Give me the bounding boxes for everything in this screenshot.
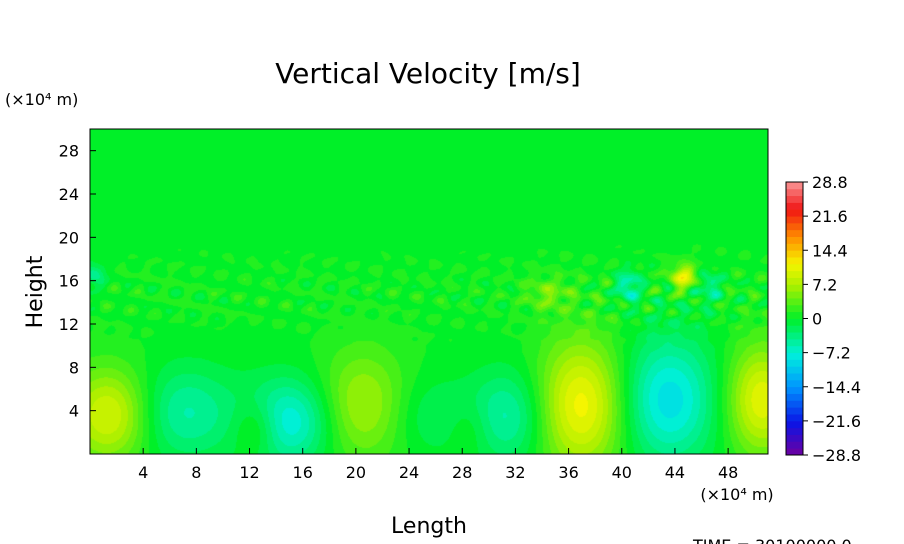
colorbar-segment [786,284,803,292]
colorbar-segment [786,338,803,347]
colorbar-segment [786,250,803,258]
y-axis: 4 8 12 16 20 24 28 [59,142,96,421]
plot-area [89,128,769,455]
y-unit-label: (×10⁴ m) [5,90,78,109]
colorbar-segment [786,434,803,442]
y-tick-label: 16 [59,272,79,291]
x-tick-label: 40 [612,463,632,482]
y-tick-label: 28 [59,142,79,161]
colorbar-segment [786,182,803,190]
colorbar-label: 0 [812,310,822,329]
colorbar-segment [786,386,803,394]
colorbar-segment [786,359,803,367]
colorbar-segment [786,393,803,401]
x-unit-label: (×10⁴ m) [700,485,773,504]
colorbar-label: −7.2 [812,344,851,363]
colorbar-segment [786,216,803,224]
colorbar-segment [786,332,803,340]
colorbar-label: 7.2 [812,275,837,294]
x-tick-label: 24 [399,463,419,482]
colorbar-segment [786,345,803,354]
colorbar-segment [786,407,803,415]
y-tick-label: 4 [69,402,79,421]
x-axis-label: Length [391,514,467,539]
plot-frame [89,128,769,455]
colorbar-segment [786,304,803,313]
y-tick-label: 20 [59,228,79,247]
colorbar-segment [786,202,803,210]
colorbar-segment [786,277,803,285]
colorbar-label: 14.4 [812,241,848,260]
x-tick-label: 48 [718,463,738,482]
colorbar-segment [786,222,803,231]
x-tick-label: 16 [293,463,313,482]
colorbar-label: 28.8 [812,173,848,192]
colorbar-segment [786,352,803,360]
colorbar-segment [786,325,803,333]
colorbar-segment [786,209,803,217]
x-tick-label: 36 [558,463,578,482]
colorbar-segment [786,400,803,408]
colorbar-segment [786,311,803,319]
colorbar-segment [786,229,803,237]
colorbar-segment [786,448,803,456]
time-annotation: TIME = 30100000.0 [692,536,852,544]
colorbar-segment [786,270,803,278]
x-tick-label: 32 [505,463,525,482]
colorbar-segment [786,373,803,381]
colorbar-segment [786,298,803,306]
colorbar-label: −21.6 [812,412,861,431]
colorbar-segment [786,236,803,244]
x-tick-label: 44 [665,463,685,482]
colorbar-label: −14.4 [812,378,861,397]
heatmap-field [90,129,768,454]
colorbar-segment [786,188,803,197]
x-tick-label: 4 [138,463,148,482]
colorbar-segment [786,318,803,326]
colorbar-segment [786,243,803,251]
x-tick-label: 12 [239,463,259,482]
chart-title: Vertical Velocity [m/s] [275,57,581,90]
x-axis: 4 8 12 16 20 24 28 32 36 40 44 48 [138,448,738,482]
colorbar-segment [786,427,803,435]
x-tick-label: 20 [346,463,366,482]
colorbar-segment [786,379,803,388]
colorbar-segment [786,420,803,429]
colorbar-label: 21.6 [812,207,848,226]
x-tick-label: 8 [191,463,201,482]
colorbar-segment [786,263,803,272]
colorbar-segment [786,195,803,203]
y-tick-label: 24 [59,185,79,204]
colorbar-label: −28.8 [812,446,861,465]
colorbar: 28.8 21.6 14.4 7.2 0 −7.2 −14.4 −21.6 −28.8 [785,173,861,465]
y-tick-label: 12 [59,315,79,334]
x-tick-label: 28 [452,463,472,482]
colorbar-segment [786,291,803,299]
colorbar-segment [786,366,803,374]
y-axis-label: Height [23,255,48,328]
colorbar-segment [786,257,803,265]
y-tick-label: 8 [69,358,79,377]
colorbar-segment [786,414,803,422]
colorbar-segment [786,441,803,449]
